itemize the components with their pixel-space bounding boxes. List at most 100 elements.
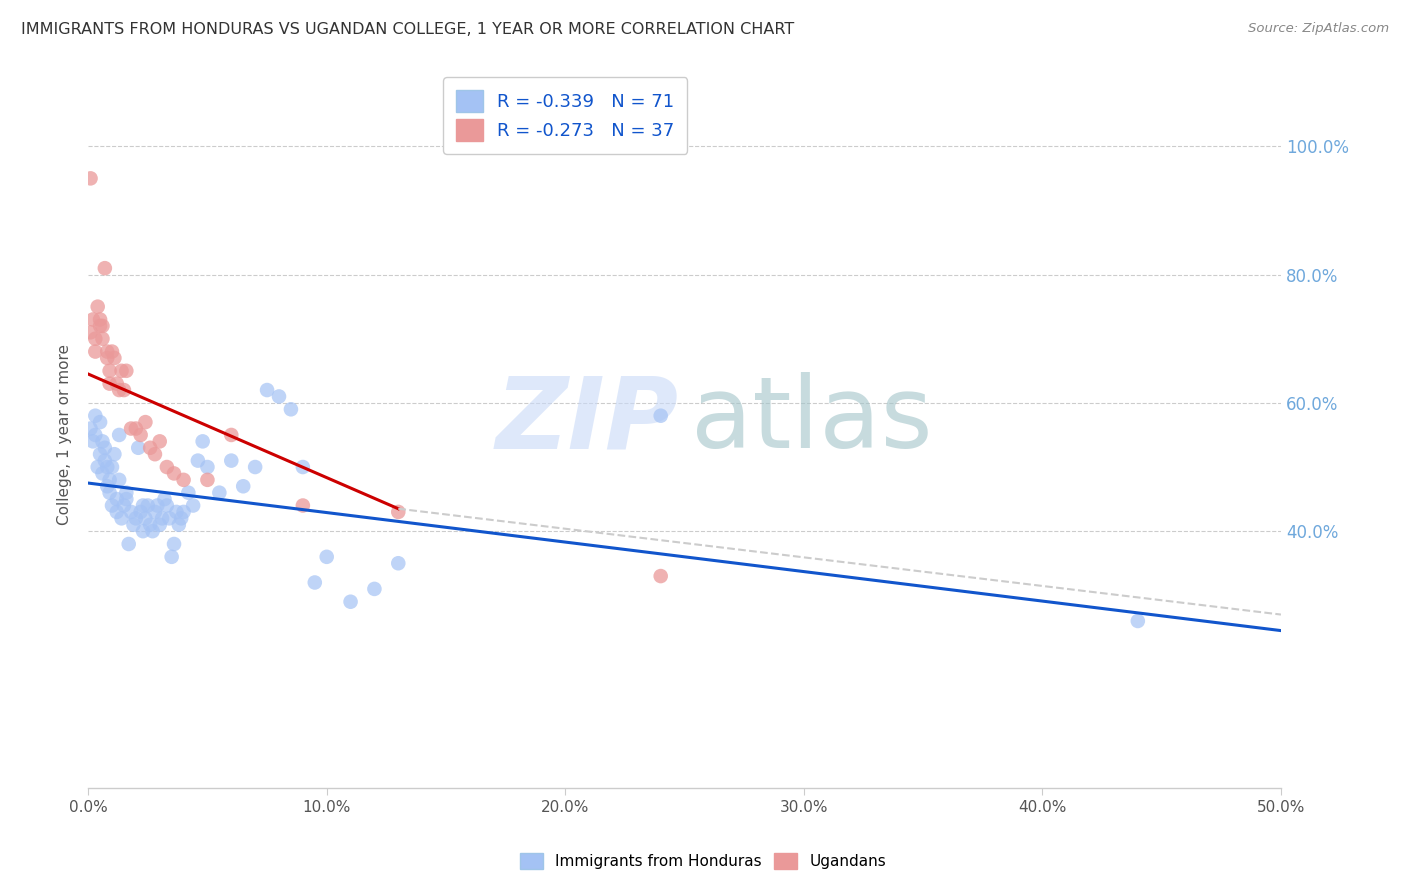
Point — [125, 511, 148, 525]
Point — [129, 428, 152, 442]
Text: atlas: atlas — [690, 372, 932, 469]
Point — [156, 460, 179, 475]
Point — [122, 517, 145, 532]
Point — [387, 556, 409, 570]
Point — [129, 505, 152, 519]
Point — [149, 434, 172, 449]
Point — [163, 537, 186, 551]
Point — [79, 421, 101, 435]
Point — [96, 479, 118, 493]
Point — [91, 332, 114, 346]
Point — [94, 441, 117, 455]
Point — [363, 582, 385, 596]
Point — [167, 517, 190, 532]
Point — [105, 376, 128, 391]
Point — [387, 505, 409, 519]
Point — [105, 505, 128, 519]
Point — [339, 595, 361, 609]
Point — [187, 453, 209, 467]
Point — [150, 511, 173, 525]
Point — [115, 485, 138, 500]
Point — [103, 447, 125, 461]
Point — [79, 326, 101, 340]
Point — [146, 499, 169, 513]
Point — [315, 549, 337, 564]
Point — [160, 549, 183, 564]
Point — [89, 312, 111, 326]
Point — [101, 344, 124, 359]
Point — [221, 453, 243, 467]
Point — [149, 517, 172, 532]
Point — [177, 485, 200, 500]
Point — [267, 389, 290, 403]
Point — [197, 460, 219, 475]
Point — [191, 434, 214, 449]
Point — [134, 511, 156, 525]
Point — [291, 499, 314, 513]
Point — [91, 318, 114, 333]
Point — [136, 499, 159, 513]
Point — [84, 332, 107, 346]
Point — [280, 402, 302, 417]
Point — [304, 575, 326, 590]
Point — [110, 511, 132, 525]
Point — [120, 421, 142, 435]
Point — [139, 441, 162, 455]
Point — [82, 434, 104, 449]
Point — [89, 318, 111, 333]
Point — [108, 473, 131, 487]
Point — [115, 364, 138, 378]
Point — [142, 524, 165, 538]
Point — [110, 364, 132, 378]
Point — [134, 415, 156, 429]
Text: IMMIGRANTS FROM HONDURAS VS UGANDAN COLLEGE, 1 YEAR OR MORE CORRELATION CHART: IMMIGRANTS FROM HONDURAS VS UGANDAN COLL… — [21, 22, 794, 37]
Legend: R = -0.339   N = 71, R = -0.273   N = 37: R = -0.339 N = 71, R = -0.273 N = 37 — [443, 77, 688, 153]
Point — [173, 505, 195, 519]
Point — [132, 524, 155, 538]
Point — [91, 467, 114, 481]
Point — [84, 428, 107, 442]
Point — [650, 409, 672, 423]
Point — [127, 441, 149, 455]
Point — [163, 467, 186, 481]
Point — [118, 537, 141, 551]
Point — [82, 312, 104, 326]
Point — [103, 351, 125, 365]
Point — [98, 376, 121, 391]
Point — [96, 344, 118, 359]
Point — [101, 499, 124, 513]
Point — [112, 499, 135, 513]
Point — [153, 492, 176, 507]
Point — [650, 569, 672, 583]
Point — [89, 447, 111, 461]
Point — [96, 351, 118, 365]
Point — [232, 479, 254, 493]
Point — [221, 428, 243, 442]
Point — [98, 485, 121, 500]
Point — [197, 473, 219, 487]
Point — [98, 473, 121, 487]
Point — [208, 485, 231, 500]
Point — [112, 383, 135, 397]
Point — [98, 364, 121, 378]
Point — [89, 415, 111, 429]
Point — [84, 409, 107, 423]
Point — [243, 460, 266, 475]
Point — [256, 383, 278, 397]
Legend: Immigrants from Honduras, Ugandans: Immigrants from Honduras, Ugandans — [515, 847, 891, 875]
Point — [105, 492, 128, 507]
Point — [120, 505, 142, 519]
Y-axis label: College, 1 year or more: College, 1 year or more — [58, 344, 72, 525]
Point — [79, 171, 101, 186]
Point — [165, 505, 187, 519]
Point — [132, 499, 155, 513]
Point — [181, 499, 204, 513]
Point — [84, 344, 107, 359]
Point — [101, 460, 124, 475]
Point — [143, 505, 166, 519]
Point — [143, 447, 166, 461]
Point — [156, 499, 179, 513]
Point — [139, 517, 162, 532]
Point — [1126, 614, 1149, 628]
Point — [94, 261, 117, 276]
